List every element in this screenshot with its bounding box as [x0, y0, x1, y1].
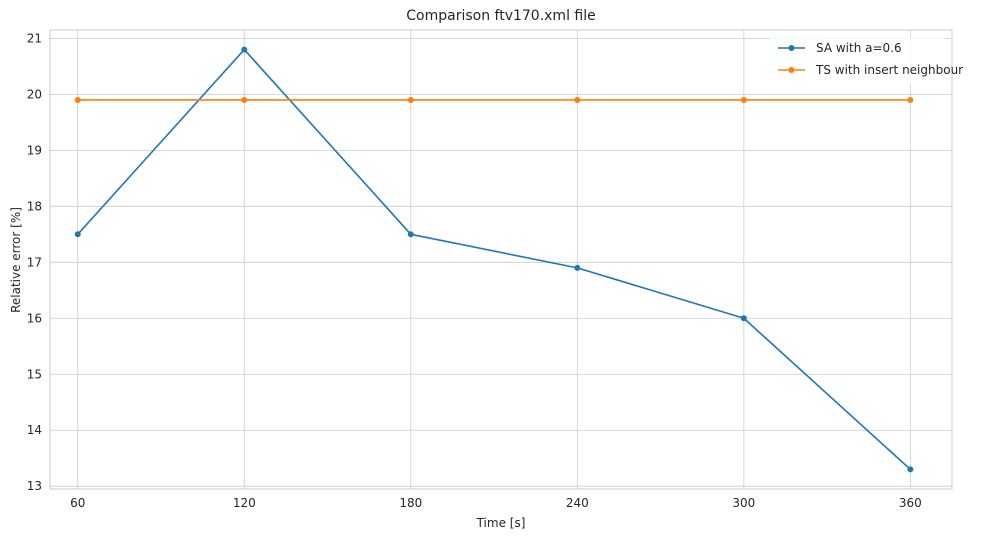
- y-tick-label: 15: [27, 367, 42, 381]
- y-tick-label: 13: [27, 479, 42, 493]
- data-point-0: [740, 315, 747, 322]
- data-point-0: [407, 231, 414, 238]
- series-line-0: [77, 48, 911, 471]
- y-tick-label: 21: [27, 31, 42, 45]
- data-point-1: [241, 96, 248, 103]
- y-tick-label: 17: [27, 255, 42, 269]
- x-tick-label: 60: [70, 496, 85, 510]
- legend-label-sa: SA with a=0.6: [816, 41, 902, 55]
- legend-marker-sa: [788, 45, 795, 51]
- data-point-1: [907, 96, 914, 103]
- data-point-0: [74, 231, 81, 238]
- chart-title: Comparison ftv170.xml file: [406, 8, 596, 24]
- y-tick-label: 16: [27, 311, 42, 325]
- data-point-1: [407, 96, 414, 103]
- legend-label-ts: TS with insert neighbour: [815, 63, 963, 77]
- data-point-1: [574, 96, 581, 103]
- x-tick-label: 180: [399, 496, 422, 510]
- data-point-1: [74, 96, 81, 103]
- y-tick-label: 20: [27, 87, 42, 101]
- data-point-1: [740, 96, 747, 103]
- data-point-0: [574, 264, 581, 271]
- y-tick-label: 19: [27, 143, 42, 157]
- legend: SA with a=0.6 TS with insert neighbour: [770, 38, 963, 84]
- x-tick-label: 240: [566, 496, 589, 510]
- data-point-0: [907, 466, 914, 473]
- x-axis-label: Time [s]: [476, 516, 526, 530]
- series-layer: [74, 46, 914, 473]
- x-tick-label: 300: [732, 496, 755, 510]
- grid-layer: [50, 30, 952, 489]
- tick-layer: 60 120 180 240 300 360 13 14 15 16 17 18 19 20 21: [27, 31, 922, 510]
- legend-box: [770, 38, 945, 84]
- x-tick-label: 120: [233, 496, 256, 510]
- y-tick-label: 18: [27, 199, 42, 213]
- data-point-0: [241, 46, 248, 53]
- legend-marker-ts: [788, 67, 795, 73]
- x-tick-label: 360: [899, 496, 922, 510]
- y-tick-label: 14: [27, 423, 42, 437]
- plot-area: [49, 29, 953, 490]
- y-axis-label: Relative error [%]: [9, 207, 23, 313]
